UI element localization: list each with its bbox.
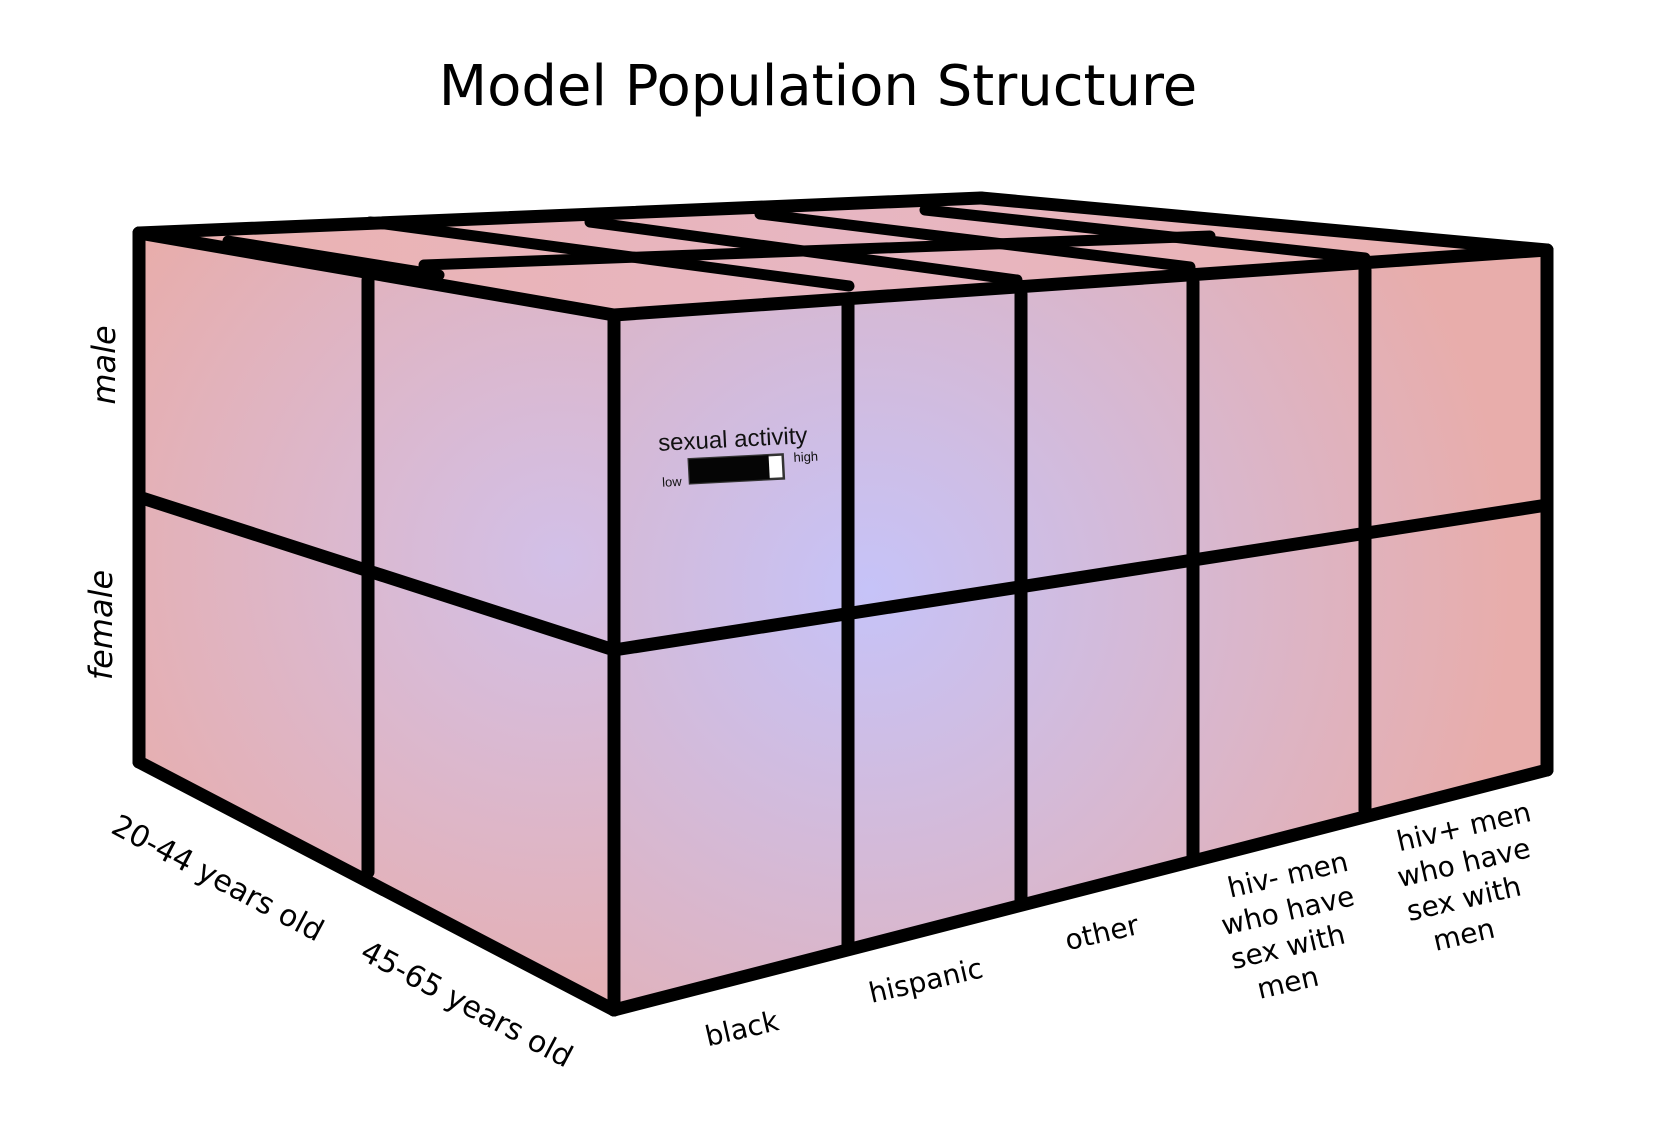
left-grid bbox=[132, 273, 621, 879]
left-face bbox=[139, 233, 614, 1010]
front-grid bbox=[607, 263, 1554, 954]
sex-label-male: male bbox=[85, 325, 123, 404]
sex-label-female: female bbox=[82, 570, 120, 680]
race-label-0-line-0: black bbox=[702, 1004, 783, 1053]
legend-high-label: high bbox=[793, 449, 818, 465]
sexual-activity-legend: sexual activity low high bbox=[657, 422, 818, 490]
outer-edges bbox=[132, 191, 1554, 1017]
race-label-1-line-0: hispanic bbox=[866, 952, 986, 1010]
activity-level-fill bbox=[688, 455, 770, 484]
top-grid bbox=[222, 204, 1371, 292]
diagram-title: Model Population Structure bbox=[439, 54, 1197, 119]
legend-low-label: low bbox=[662, 474, 683, 490]
race-label-2-line-0: other bbox=[1062, 908, 1143, 957]
